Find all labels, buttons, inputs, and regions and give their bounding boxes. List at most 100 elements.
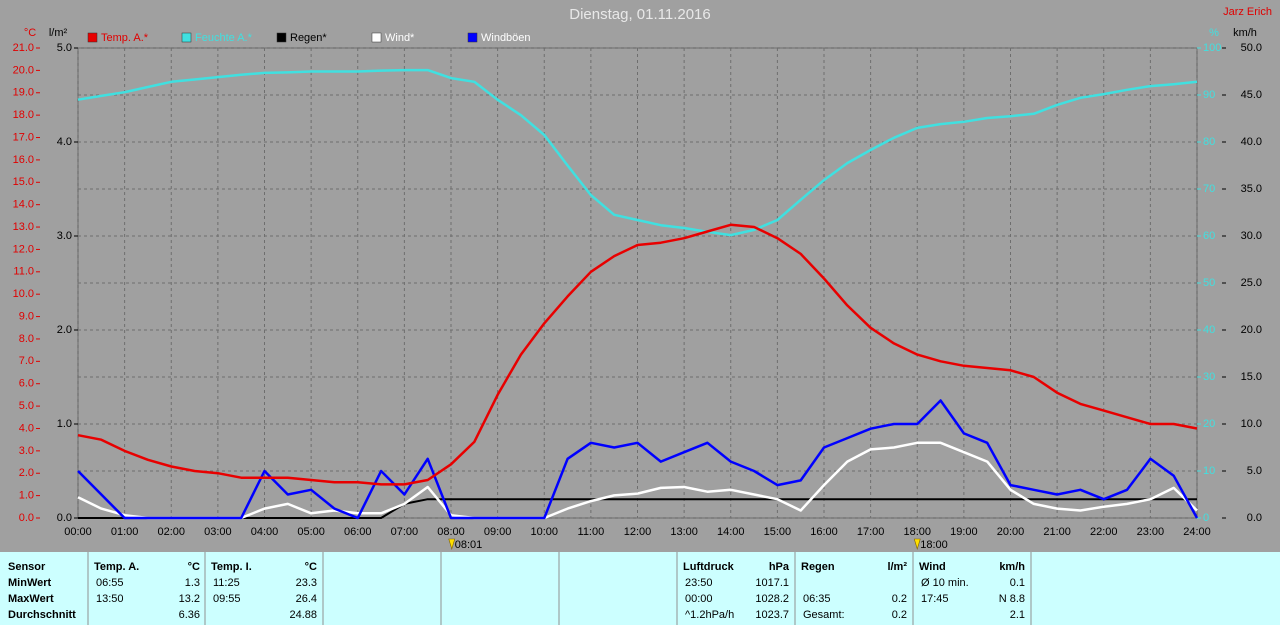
- table-value: 2.1: [1010, 609, 1025, 621]
- stats-panel: [0, 552, 1280, 625]
- y4-tick-label: 50.0: [1241, 42, 1262, 54]
- y4-tick-label: 20.0: [1241, 324, 1262, 336]
- y-tick-label: 7.0: [19, 355, 34, 367]
- legend-swatch: [181, 32, 192, 43]
- axis-unit: %: [1209, 27, 1219, 39]
- table-value: 0.1: [1010, 577, 1025, 589]
- legend-label: Windböen: [481, 32, 531, 44]
- y-tick-label: 1.0: [19, 490, 34, 502]
- y3-tick-label: 0: [1203, 512, 1209, 524]
- table-time: Gesamt:: [803, 609, 845, 621]
- y-tick-label: 2.0: [19, 467, 34, 479]
- x-tick-label: 10:00: [530, 526, 558, 538]
- table-value: 1028.2: [755, 593, 789, 605]
- y4-tick-label: 15.0: [1241, 371, 1262, 383]
- table-value: 0.2: [892, 593, 907, 605]
- x-tick-label: 00:00: [64, 526, 92, 538]
- x-tick-label: 08:00: [437, 526, 465, 538]
- y-tick-label: 10.0: [13, 288, 34, 300]
- y-tick-label: 12.0: [13, 243, 34, 255]
- x-tick-label: 17:00: [857, 526, 885, 538]
- x-tick-label: 15:00: [764, 526, 792, 538]
- y-tick-label: 17.0: [13, 131, 34, 143]
- y3-tick-label: 90: [1203, 89, 1215, 101]
- table-time: 00:00: [685, 593, 713, 605]
- row-label: Durchschnitt: [8, 609, 76, 621]
- table-value: 1023.7: [755, 609, 789, 621]
- x-tick-label: 13:00: [670, 526, 698, 538]
- table-time: ^1.2hPa/h: [685, 609, 734, 621]
- series-line: [77, 223, 1198, 486]
- legend-label: Feuchte A.*: [195, 32, 253, 44]
- y-tick-label: 6.0: [19, 378, 34, 390]
- y3-tick-label: 100: [1203, 42, 1221, 54]
- y-tick-label: 14.0: [13, 199, 34, 211]
- panel-title: Wind: [919, 561, 946, 573]
- series-line: [78, 498, 1197, 519]
- series-line: [77, 399, 1199, 520]
- axis-unit: l/m²: [49, 27, 68, 39]
- panel-unit: °C: [188, 561, 200, 573]
- annotation: 18:00: [920, 539, 948, 551]
- x-tick-label: 19:00: [950, 526, 978, 538]
- series-line: [77, 68, 1198, 237]
- table-value: 1017.1: [755, 577, 789, 589]
- panel-title: Temp. A.: [94, 561, 139, 573]
- panel-title: Temp. I.: [211, 561, 252, 573]
- y2-tick-label: 0.0: [57, 512, 72, 524]
- panel-unit: hPa: [769, 561, 790, 573]
- table-value: 26.4: [296, 593, 317, 605]
- y2-tick-label: 2.0: [57, 324, 72, 336]
- y4-tick-label: 5.0: [1247, 465, 1262, 477]
- x-tick-label: 04:00: [251, 526, 279, 538]
- legend-label: Regen*: [290, 32, 327, 44]
- row-label: MaxWert: [8, 593, 54, 605]
- panel-title: Regen: [801, 561, 835, 573]
- x-tick-label: 12:00: [624, 526, 652, 538]
- y4-tick-label: 0.0: [1247, 512, 1262, 524]
- axis-unit: °C: [24, 27, 36, 39]
- table-time: Ø 10 min.: [921, 577, 969, 589]
- y-tick-label: 20.0: [13, 64, 34, 76]
- y2-tick-label: 5.0: [57, 42, 72, 54]
- y4-tick-label: 45.0: [1241, 89, 1262, 101]
- x-tick-label: 01:00: [111, 526, 139, 538]
- panel-unit: °C: [305, 561, 317, 573]
- x-tick-label: 03:00: [204, 526, 232, 538]
- y-tick-label: 13.0: [13, 221, 34, 233]
- table-value: N 8.8: [999, 593, 1025, 605]
- y-tick-label: 0.0: [19, 512, 34, 524]
- panel-title: Luftdruck: [683, 561, 735, 573]
- x-tick-label: 07:00: [391, 526, 419, 538]
- legend-swatch: [467, 32, 478, 43]
- x-tick-label: 22:00: [1090, 526, 1118, 538]
- table-value: 0.2: [892, 609, 907, 621]
- y4-tick-label: 40.0: [1241, 136, 1262, 148]
- y-tick-label: 11.0: [13, 266, 34, 278]
- panel-unit: km/h: [999, 561, 1025, 573]
- legend-swatch: [371, 32, 382, 43]
- annotation: 08:01: [455, 539, 483, 551]
- table-time: 06:35: [803, 593, 831, 605]
- y-tick-label: 15.0: [13, 176, 34, 188]
- table-value: 6.36: [179, 609, 200, 621]
- row-label: MinWert: [8, 577, 52, 589]
- legend-swatch: [87, 32, 98, 43]
- x-tick-label: 11:00: [578, 526, 605, 538]
- y2-tick-label: 4.0: [57, 136, 72, 148]
- y-tick-label: 4.0: [19, 422, 34, 434]
- x-tick-label: 20:00: [997, 526, 1025, 538]
- y-tick-label: 3.0: [19, 445, 34, 457]
- y4-tick-label: 10.0: [1241, 418, 1262, 430]
- y4-tick-label: 35.0: [1241, 183, 1262, 195]
- table-value: 23.3: [296, 577, 317, 589]
- x-tick-label: 14:00: [717, 526, 745, 538]
- y-tick-label: 21.0: [13, 42, 34, 54]
- table-time: 09:55: [213, 593, 241, 605]
- table-time: 17:45: [921, 593, 949, 605]
- table-time: 23:50: [685, 577, 713, 589]
- x-tick-label: 23:00: [1137, 526, 1165, 538]
